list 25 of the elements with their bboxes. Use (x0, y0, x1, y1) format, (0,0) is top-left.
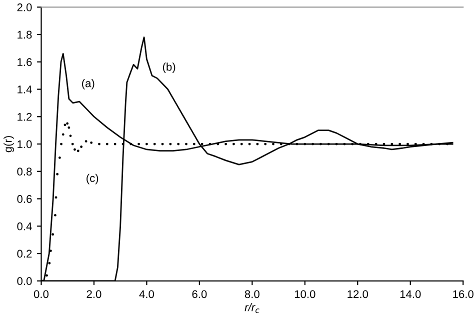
x-tick-label: 4.0 (139, 290, 154, 298)
y-tick-label: 1.6 (18, 58, 32, 66)
x-tick-label: 0.0 (34, 290, 49, 298)
y-tick-label: 0.2 (17, 250, 32, 258)
y-tick-label: 0.0 (17, 277, 32, 286)
y-tick-label: 0.4 (17, 222, 32, 230)
series-label: (b) (162, 62, 176, 73)
x-tick-label: 10.0 (294, 290, 316, 298)
x-tick-label: 12.0 (348, 290, 368, 298)
x-tick-label: 8.0 (244, 290, 260, 298)
x-tick-label: 16.0 (453, 290, 474, 298)
x-axis-title: r/r$_{c}$ (244, 303, 260, 313)
x-tick-label: 14.0 (400, 290, 421, 298)
series-label: (a) (82, 79, 94, 90)
y-tick-label: 0.8 (17, 168, 32, 176)
x-tick-label: 2.0 (86, 290, 102, 298)
y-axis-title: g(r) (4, 136, 14, 152)
y-tick-label: 1.8 (18, 30, 32, 39)
y-tick-label: 1.4 (18, 86, 32, 94)
y-tick-label: 2.0 (17, 3, 32, 12)
y-tick-label: 0.6 (17, 195, 32, 203)
x-tick-label: 6.0 (192, 290, 207, 298)
y-tick-label: 1.0 (18, 140, 32, 148)
text: (c) (86, 174, 98, 184)
y-tick-label: 1.2 (18, 112, 32, 121)
